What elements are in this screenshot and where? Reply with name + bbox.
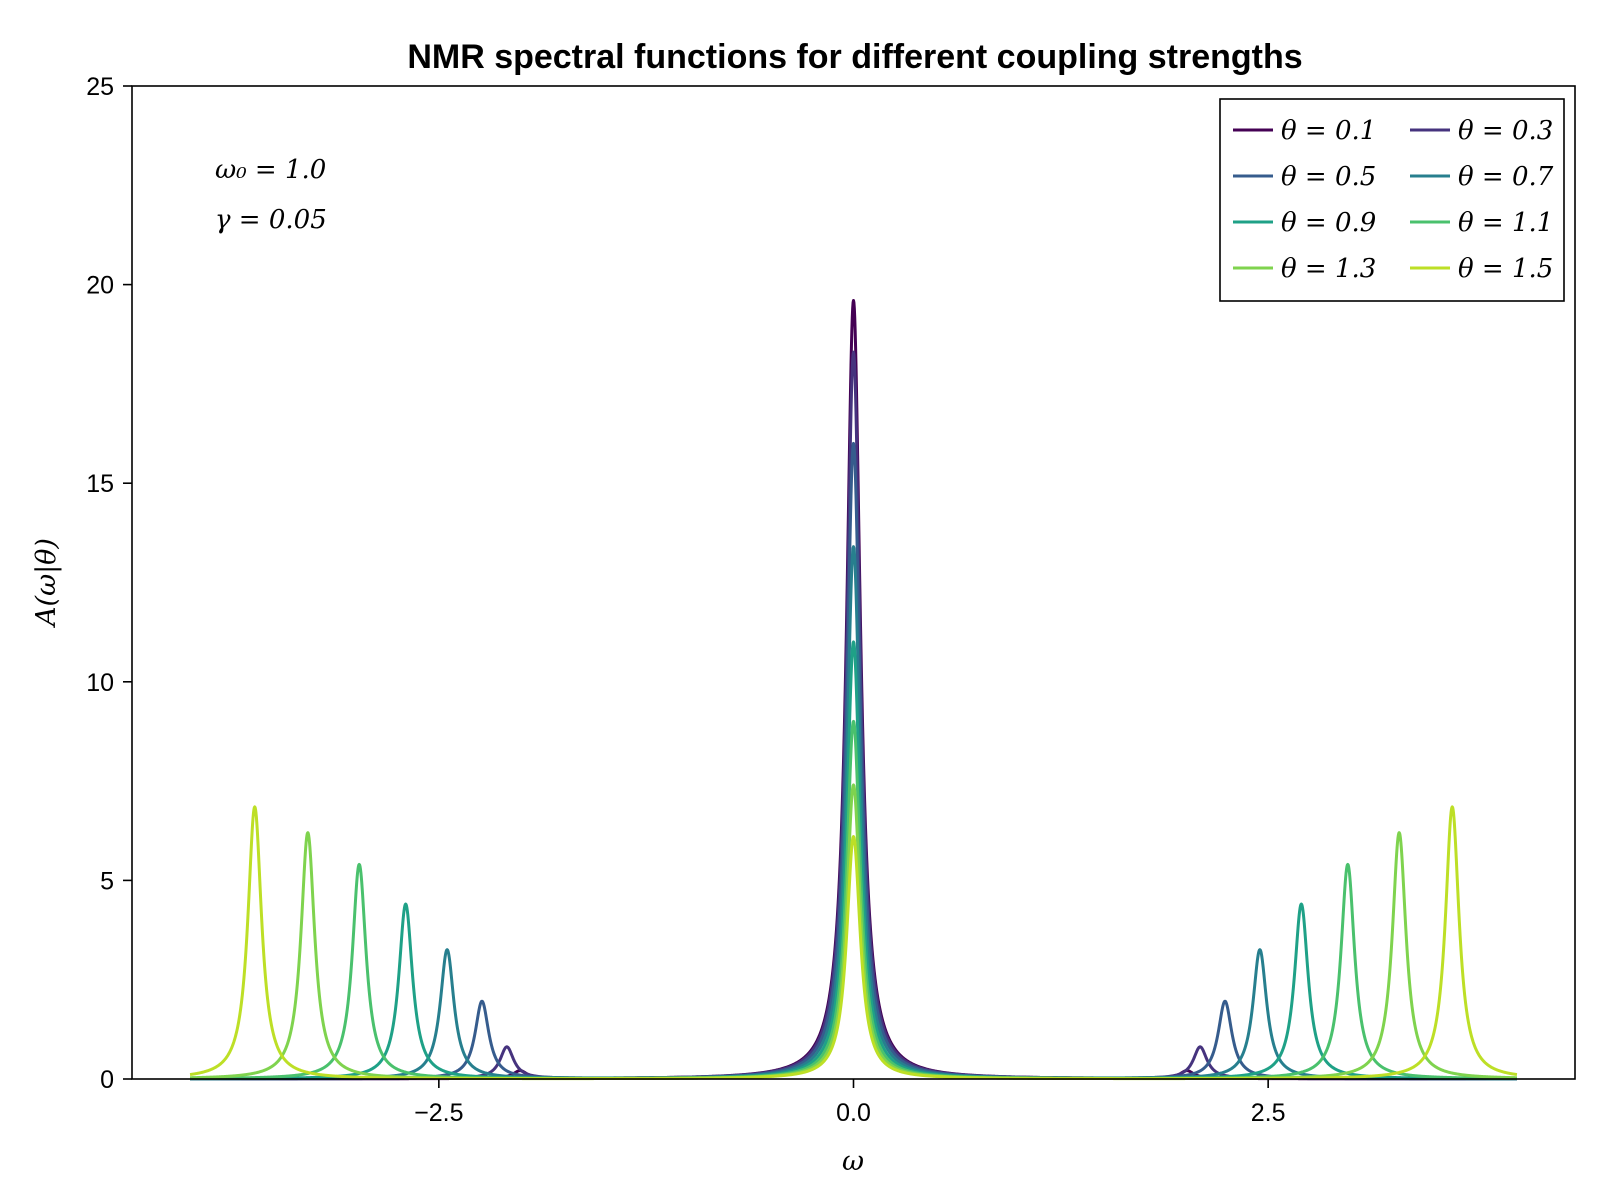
legend-label-1: θ = 0.3 [1458,116,1553,146]
legend-items: θ = 0.1 θ = 0.3 θ = 0.5 θ = 0.7 θ = 0.9 θ = 1… [1233,116,1554,284]
x-tick-label: −2.5 [414,1099,463,1127]
x-tick-label: 0.0 [836,1099,871,1127]
legend-label-2: θ = 0.5 [1281,162,1376,192]
y-tick-label: 5 [100,867,114,895]
series-line-7 [188,805,1519,1081]
legend-box [1219,98,1565,302]
annotation-omega0: ω₀ = 1.0 [215,155,326,185]
chart-title: NMR spectral functions for different cou… [407,38,1302,76]
legend-label-4: θ = 0.9 [1281,208,1376,238]
series-line-2 [188,441,1519,1081]
legend-label-6: θ = 1.3 [1281,254,1376,284]
legend-label-7: θ = 1.5 [1458,254,1553,284]
y-tick-label: 0 [100,1066,114,1094]
x-axis-label: ω [842,1146,864,1177]
annotation-gamma: γ = 0.05 [215,205,327,235]
x-tick-label: 2.5 [1251,1099,1286,1127]
legend: θ = 0.1 θ = 0.3 θ = 0.5 θ = 0.7 θ = 0.9 θ = 1… [1219,98,1565,302]
series-layer [188,298,1519,1081]
legend-label-0: θ = 0.1 [1281,116,1376,146]
series-line-5 [188,719,1519,1080]
y-tick-label: 10 [86,669,114,697]
legend-label-3: θ = 0.7 [1458,162,1554,192]
y-axis-label: A(ω|θ) [31,538,62,629]
series-line-6 [188,783,1519,1080]
series-line-3 [188,545,1519,1081]
series-line-4 [188,640,1519,1081]
y-tick-label: 20 [86,272,114,300]
axes-layer: −2.5 0.0 2.5 0 5 10 15 20 25 [86,73,1285,1127]
y-tick-label: 15 [86,470,114,498]
y-tick-label: 25 [86,73,114,101]
legend-label-5: θ = 1.1 [1458,208,1553,238]
series-line-0 [188,298,1519,1081]
